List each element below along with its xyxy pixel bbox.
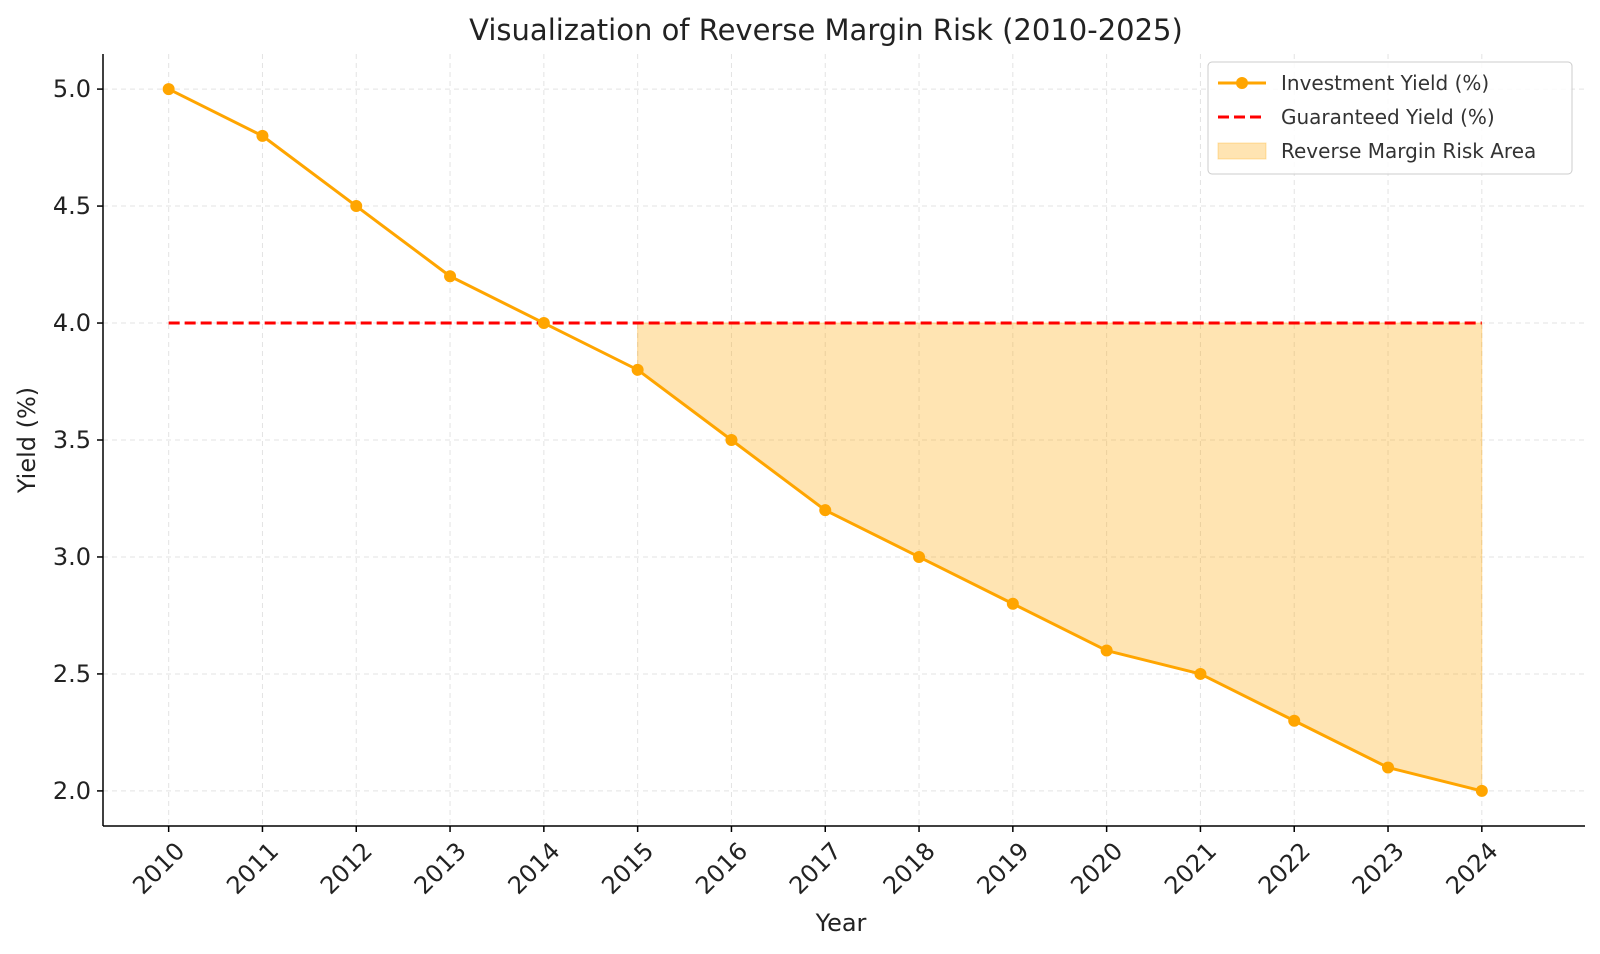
x-tick-label: 2021 xyxy=(1159,837,1222,900)
investment-yield-point xyxy=(1382,761,1395,774)
x-tick-label: 2020 xyxy=(1065,837,1128,900)
investment-yield-point xyxy=(1288,714,1301,727)
investment-yield-point xyxy=(631,363,644,376)
investment-yield-point xyxy=(162,83,175,96)
y-tick-label: 2.0 xyxy=(53,777,91,805)
series-layer xyxy=(162,83,1488,797)
x-tick-label: 2010 xyxy=(127,837,190,900)
investment-yield-point xyxy=(1006,597,1019,610)
y-tick-label: 2.5 xyxy=(53,660,91,688)
legend-entry-label: Reverse Margin Risk Area xyxy=(1281,139,1536,163)
y-tick-label: 5.0 xyxy=(53,75,91,103)
investment-yield-point xyxy=(537,317,550,330)
x-tick-label: 2012 xyxy=(315,837,378,900)
legend-entry-label: Guaranteed Yield (%) xyxy=(1281,105,1495,129)
x-axis-label: Year xyxy=(815,909,867,937)
legend: Investment Yield (%) Guaranteed Yield (%)… xyxy=(1207,61,1573,175)
x-tick-label: 2014 xyxy=(503,837,566,900)
investment-yield-point xyxy=(1100,644,1113,657)
investment-yield-point xyxy=(725,434,738,446)
legend-entry-label: Investment Yield (%) xyxy=(1281,71,1489,95)
x-tick-label: 2015 xyxy=(596,837,659,900)
investment-yield-point xyxy=(819,504,832,517)
investment-yield-point xyxy=(1194,667,1207,680)
x-tick-label: 2019 xyxy=(972,837,1035,900)
x-tick-label: 2022 xyxy=(1253,837,1316,900)
legend-risk-area-icon xyxy=(1217,142,1267,160)
x-tick-label: 2011 xyxy=(221,837,284,900)
legend-box xyxy=(1207,61,1573,175)
grid xyxy=(103,54,1585,826)
investment-yield-point xyxy=(913,550,926,563)
y-tick-label: 3.0 xyxy=(53,543,91,571)
investment-yield-point xyxy=(256,129,269,142)
y-axis-label: Yield (%) xyxy=(13,387,41,494)
chart-title: Visualization of Reverse Margin Risk (20… xyxy=(469,13,1183,47)
x-tick-label: 2024 xyxy=(1441,837,1504,900)
legend-investment-marker-icon xyxy=(1236,77,1248,89)
x-tick-label: 2017 xyxy=(784,837,847,900)
investment-yield-point xyxy=(444,270,457,283)
y-tick-label: 4.0 xyxy=(53,309,91,337)
x-tick-label: 2013 xyxy=(409,837,472,900)
investment-yield-point xyxy=(350,200,363,213)
x-tick-label: 2018 xyxy=(878,837,941,900)
x-tick-label: 2016 xyxy=(690,837,753,900)
axes xyxy=(97,54,1585,832)
investment-yield-point xyxy=(1475,784,1488,797)
x-tick-label: 2023 xyxy=(1347,837,1410,900)
y-tick-label: 3.5 xyxy=(53,426,91,454)
y-tick-label: 4.5 xyxy=(53,192,91,220)
